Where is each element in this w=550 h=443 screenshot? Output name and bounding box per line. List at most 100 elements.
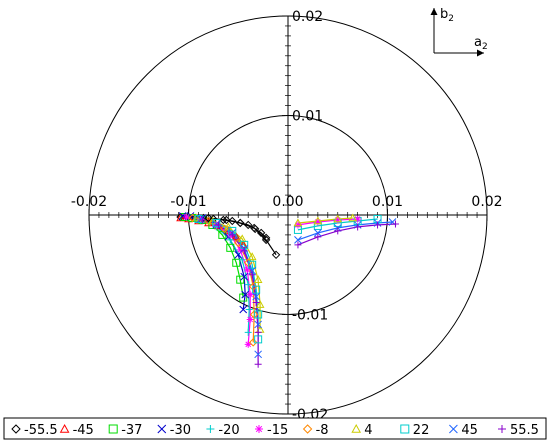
y-tick-label: 0.02 [292, 9, 323, 25]
point-diamond [248, 282, 258, 291]
point-asterisk [246, 315, 254, 323]
legend-entry-7: 4 [364, 423, 372, 438]
point-square [252, 285, 261, 294]
point-plus [238, 256, 246, 264]
point-square [248, 260, 257, 269]
point-triangle [351, 423, 362, 433]
point-asterisk [246, 291, 254, 299]
point-x [248, 266, 257, 275]
point-x [240, 272, 249, 281]
point-square [236, 275, 245, 284]
point-x [254, 320, 263, 329]
series-branch-line-4 [297, 218, 358, 226]
legend-entry-2: -37 [121, 423, 142, 438]
x-tick-label: -0.01 [170, 194, 206, 210]
point-plus [334, 227, 342, 235]
point-plus [198, 216, 206, 224]
y-tick-label: -0.01 [292, 308, 328, 324]
point-asterisk [334, 216, 342, 224]
point-plus [254, 328, 262, 336]
legend-entry-1: -45 [73, 423, 94, 438]
point-x [254, 350, 263, 359]
legend-entry-9: 45 [461, 423, 478, 438]
point-triangle [255, 300, 265, 308]
point-asterisk [183, 213, 191, 221]
point-diamond [236, 218, 245, 228]
point-triangle [333, 214, 343, 223]
indicator-y-label: b2 [440, 7, 454, 24]
point-asterisk [294, 221, 302, 229]
point-plus [240, 247, 248, 255]
point-plus [244, 328, 252, 336]
indicator-x-label: a2 [474, 35, 488, 52]
point-triangle [59, 423, 70, 433]
legend-entry-10: 55.5 [510, 423, 539, 438]
axis-indicator: a2 b2 [430, 7, 488, 57]
point-triangle [231, 232, 241, 241]
point-plus [391, 220, 399, 228]
point-diamond [204, 213, 213, 223]
point-asterisk [244, 340, 252, 348]
point-diamond [220, 224, 229, 234]
chart-marks [176, 212, 399, 368]
point-diamond [222, 215, 231, 225]
point-plus [228, 231, 236, 239]
point-diamond [302, 424, 313, 434]
point-diamond [261, 233, 271, 243]
point-x [239, 305, 248, 314]
point-plus [294, 241, 302, 249]
point-plus [498, 425, 506, 433]
x-tick-label: 0.01 [372, 194, 403, 210]
legend-entry-6: -8 [316, 423, 329, 438]
point-plus [244, 281, 252, 289]
point-plus [245, 306, 253, 314]
point-plus [254, 360, 262, 368]
point-x [294, 236, 302, 244]
legend-entry-8: 22 [413, 423, 430, 438]
point-triangle [348, 213, 358, 222]
x-tick-label: 0.00 [272, 194, 303, 210]
series-branch-line-5 [297, 217, 353, 224]
series-line-4 [186, 216, 250, 333]
legend-box [3, 417, 547, 440]
point-x [313, 229, 322, 237]
x-tick-label: -0.02 [71, 194, 107, 210]
point-diamond [248, 338, 258, 347]
legend-entry-0: -55.5 [24, 423, 58, 438]
point-triangle [293, 218, 303, 227]
legend-entry-5: -15 [267, 423, 288, 438]
point-diamond [271, 250, 281, 260]
point-asterisk [255, 425, 263, 433]
indicator-x-arrowhead [477, 49, 484, 57]
point-diamond [249, 223, 259, 233]
point-plus [214, 221, 222, 229]
point-plus [354, 223, 362, 231]
legend-entry-4: -20 [218, 423, 239, 438]
point-asterisk [314, 218, 322, 226]
point-diamond [11, 424, 21, 434]
chart-ticks: -0.02 -0.01 0.00 0.01 0.020.020.01-0.01-0.02 [71, 9, 503, 423]
point-square [108, 424, 118, 434]
point-diamond [261, 235, 271, 245]
point-x [252, 292, 261, 301]
point-square [226, 243, 235, 252]
point-square [400, 424, 410, 434]
point-x [157, 424, 167, 434]
point-square [232, 258, 241, 267]
point-plus [248, 271, 256, 279]
point-triangle [247, 252, 257, 261]
point-plus [374, 221, 382, 229]
indicator-y-arrowhead [430, 8, 438, 15]
point-square [254, 310, 263, 319]
point-x [241, 290, 250, 299]
point-x [449, 424, 458, 434]
point-asterisk [354, 215, 362, 223]
y-tick-label: 0.01 [292, 109, 323, 125]
point-square [239, 293, 248, 302]
series-line-2 [184, 216, 244, 298]
point-diamond [243, 220, 253, 230]
point-triangle [313, 216, 323, 225]
point-square [212, 218, 221, 227]
point-asterisk [236, 246, 244, 254]
